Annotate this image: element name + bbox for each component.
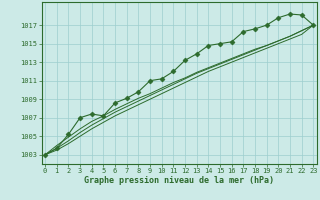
X-axis label: Graphe pression niveau de la mer (hPa): Graphe pression niveau de la mer (hPa) [84,176,274,185]
